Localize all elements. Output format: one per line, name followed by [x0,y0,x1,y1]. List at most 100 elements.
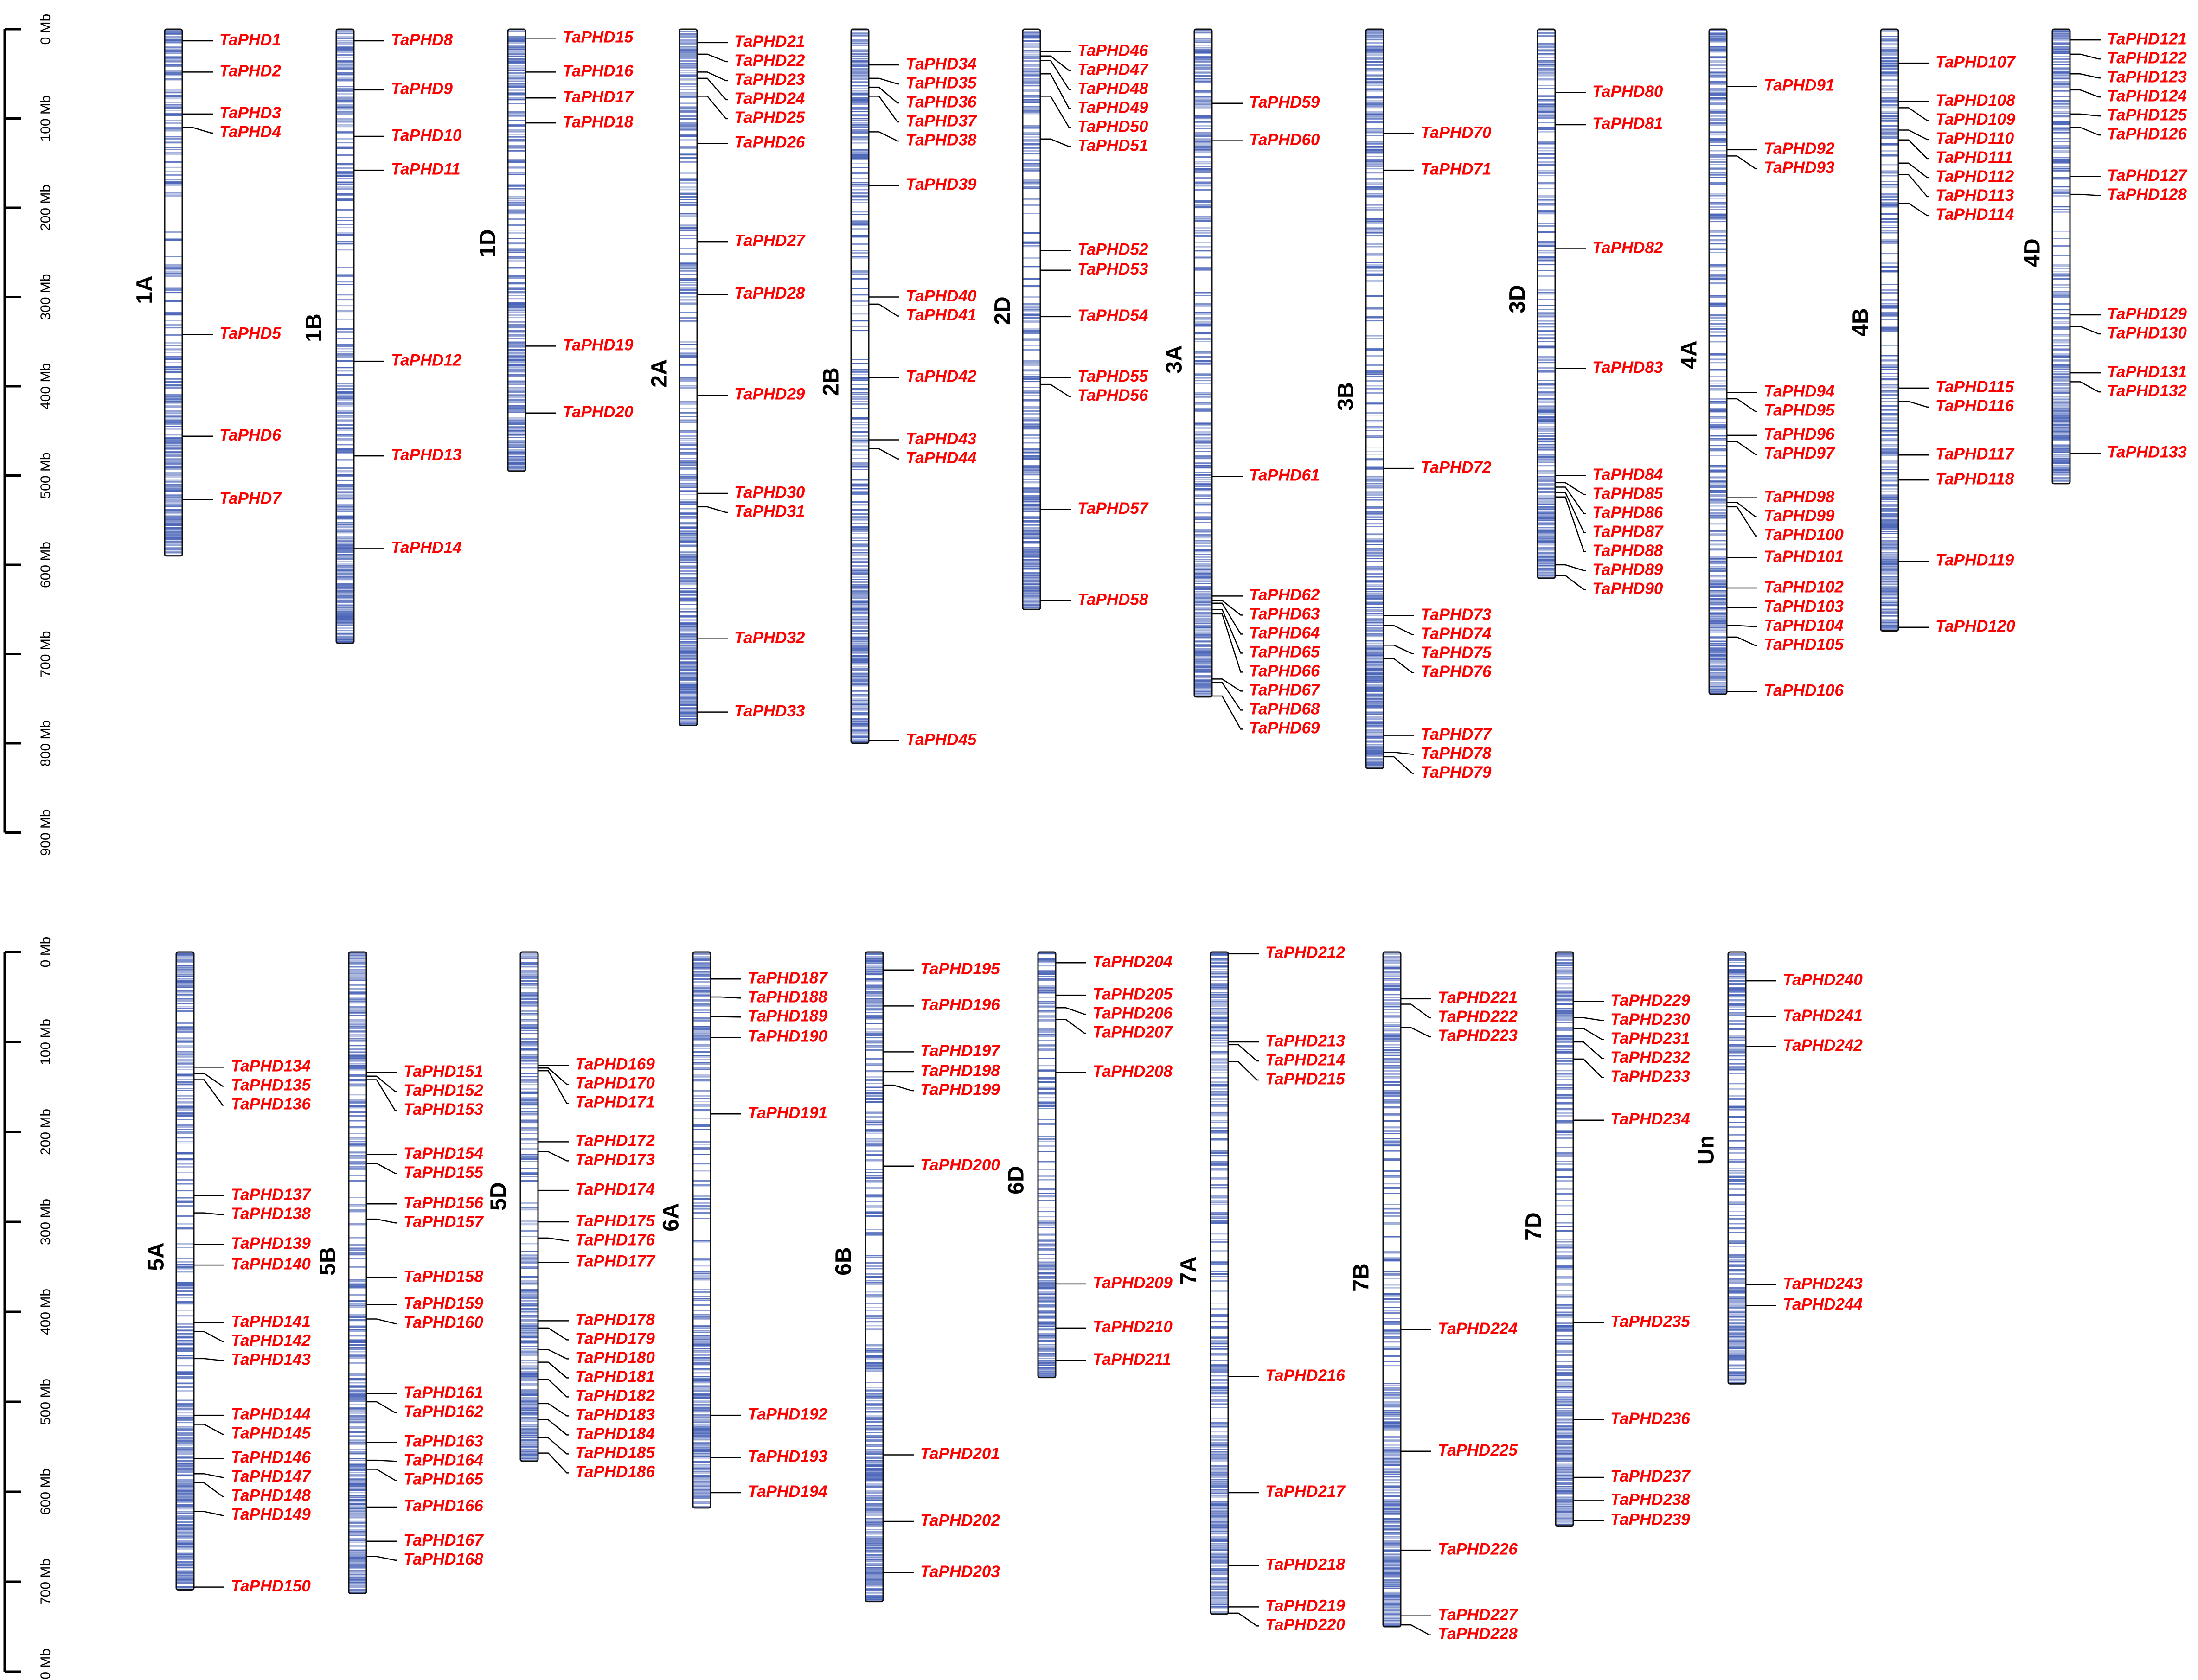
gene-label: TaPHD185 [575,1444,655,1462]
gene-marker-line [538,1237,569,1242]
gene-marker-line [1727,441,1757,455]
gene-marker-line [869,96,899,123]
gene-label: TaPHD82 [1592,239,1663,257]
gene-label: TaPHD62 [1249,586,1320,604]
gene-marker-line [1727,625,1757,627]
gene-label: TaPHD176 [575,1231,655,1249]
gene-label: TaPHD97 [1764,444,1835,462]
gene-label: TaPHD65 [1249,643,1320,661]
scale-tick-label: 200 Mb [38,185,53,231]
gene-marker-line [697,506,728,513]
gene-label: TaPHD29 [734,385,805,403]
scale-tick-label: 400 Mb [38,363,53,409]
gene-label: TaPHD116 [1935,397,2014,415]
gene-label: TaPHD48 [1077,79,1148,97]
gene-label: TaPHD17 [563,88,634,106]
gene-marker-line [1040,73,1071,109]
gene-label: TaPHD60 [1249,131,1320,149]
gene-label: TaPHD210 [1093,1318,1173,1336]
chromosome-un: Un TaPHD240 TaPHD241 TaPHD242 TaPHD243 TaPHD2… [1694,951,1863,1385]
gene-label: TaPHD130 [2107,324,2187,342]
gene-label: TaPHD16 [563,62,634,80]
gene-label: TaPHD177 [575,1252,655,1271]
chromosome-outline [1365,28,1384,769]
gene-label: TaPHD39 [906,175,977,193]
gene-label: TaPHD232 [1610,1048,1690,1067]
gene-marker-line [697,96,728,120]
gene-marker-line [1727,155,1757,170]
gene-label: TaPHD34 [906,55,976,73]
gene-marker-line [2070,127,2101,136]
gene-marker-line [194,1482,224,1497]
gene-label: TaPHD6 [219,426,281,444]
gene-marker-line [538,1151,569,1162]
gene-label: TaPHD131 [2107,363,2187,381]
gene-marker-line [1401,1027,1431,1038]
chromosome-name: 7A [1177,1256,1201,1284]
gene-label: TaPHD215 [1265,1070,1345,1088]
gene-marker-line [1384,752,1414,755]
gene-label: TaPHD92 [1764,140,1835,158]
gene-label: TaPHD126 [2107,125,2187,143]
gene-label: TaPHD220 [1265,1616,1345,1634]
gene-marker-line [366,1075,397,1092]
gene-marker-line [1040,138,1071,147]
gene-marker-line [1040,55,1071,71]
gene-label: TaPHD153 [404,1100,483,1118]
gene-label: TaPHD12 [391,351,462,369]
chromosome-outline [850,28,870,744]
gene-marker-line [182,127,213,134]
gene-label: TaPHD110 [1935,129,2014,147]
gene-label: TaPHD73 [1421,606,1492,624]
gene-label: TaPHD163 [404,1432,483,1450]
gene-label: TaPHD44 [906,449,976,467]
scale-axes: 0 Mb 100 Mb 200 Mb 300 Mb 400 Mb 500 Mb 600 Mb… [3,14,53,1680]
gene-label: TaPHD25 [734,109,805,127]
gene-label: TaPHD169 [575,1055,655,1073]
gene-marker-line [538,1437,569,1455]
gene-marker-line [2070,73,2101,79]
gene-label: TaPHD225 [1438,1441,1518,1459]
gene-label: TaPHD88 [1592,542,1663,560]
gene-label: TaPHD124 [2107,87,2187,105]
chromosome-outline [1210,951,1229,1615]
chromosome-outline [335,28,355,644]
gene-marker-line [2070,113,2101,117]
gene-marker-line [538,1349,569,1360]
gene-label: TaPHD231 [1610,1029,1690,1048]
gene-label: TaPHD156 [404,1194,483,1212]
gene-marker-line [2070,89,2101,98]
chromosome-name: 3A [1162,345,1187,373]
chromosome-name: 1A [133,275,157,304]
gene-label: TaPHD2 [219,62,281,80]
gene-label: TaPHD196 [920,996,1000,1014]
chromosome-bands [2052,29,2070,484]
gene-label: TaPHD134 [231,1057,311,1075]
gene-marker-line [1727,506,1757,537]
chromosome-outline [507,28,526,472]
gene-marker-line [2070,193,2101,196]
chromosome-name: Un [1694,1135,1719,1165]
gene-label: TaPHD83 [1592,358,1663,377]
gene-label: TaPHD233 [1610,1067,1690,1086]
gene-marker-line [1401,1624,1431,1635]
gene-label: TaPHD21 [734,32,805,51]
gene-label: TaPHD155 [404,1163,483,1182]
gene-label: TaPHD235 [1610,1313,1690,1331]
gene-label: TaPHD37 [906,112,977,130]
gene-marker-line [1384,625,1414,635]
gene-marker-line [869,131,899,142]
gene-label: TaPHD76 [1421,663,1492,681]
gene-label: TaPHD142 [231,1332,311,1350]
chromosome-bands [1038,952,1056,1378]
gene-label: TaPHD8 [391,31,453,49]
chromosome-name: 2D [991,296,1015,325]
gene-label: TaPHD56 [1077,386,1148,404]
gene-label: TaPHD179 [575,1330,655,1348]
gene-label: TaPHD101 [1764,548,1844,566]
gene-label: TaPHD67 [1249,681,1320,699]
